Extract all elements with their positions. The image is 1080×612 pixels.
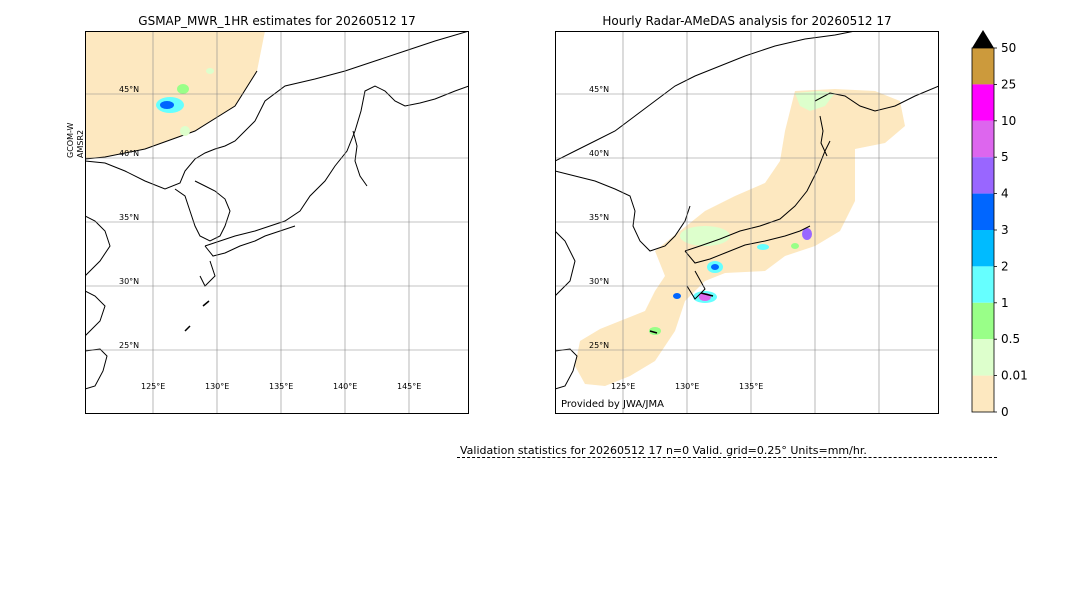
colorbar-segment bbox=[972, 375, 994, 412]
colorbar-segment bbox=[972, 48, 994, 85]
colorbar-segment bbox=[972, 193, 994, 230]
right-lat-label: 40°N bbox=[589, 149, 609, 158]
right-lon-label: 135°E bbox=[739, 382, 763, 391]
colorbar-extend-arrow bbox=[972, 30, 994, 48]
colorbar-segment bbox=[972, 230, 994, 267]
left-lat-label: 45°N bbox=[119, 85, 139, 94]
colorbar-label: 2 bbox=[1001, 259, 1009, 273]
left-lat-label: 40°N bbox=[119, 149, 139, 158]
colorbar-label: 1 bbox=[1001, 296, 1009, 310]
colorbar-label: 4 bbox=[1001, 187, 1009, 201]
right-lat-label: 35°N bbox=[589, 213, 609, 222]
colorbar-label: 0.01 bbox=[1001, 369, 1028, 383]
colorbar-label: 0 bbox=[1001, 405, 1009, 419]
left-lon-label: 145°E bbox=[397, 382, 421, 391]
left-rain-area bbox=[85, 31, 265, 159]
colorbar-label: 3 bbox=[1001, 223, 1009, 237]
colorbar-segment bbox=[972, 266, 994, 303]
colorbar-segment bbox=[972, 157, 994, 194]
validation-divider bbox=[457, 457, 997, 458]
right-lat-label: 25°N bbox=[589, 341, 609, 350]
right-lon-label: 125°E bbox=[611, 382, 635, 391]
sensor-label-gcomw: GCOM-W bbox=[66, 122, 75, 158]
left-lat-label: 25°N bbox=[119, 341, 139, 350]
left-lon-label: 140°E bbox=[333, 382, 357, 391]
colorbar-label: 5 bbox=[1001, 150, 1009, 164]
colorbar-segment bbox=[972, 120, 994, 158]
right-lat-label: 30°N bbox=[589, 277, 609, 286]
left-lat-label: 30°N bbox=[119, 277, 139, 286]
sensor-label-amsr2: AMSR2 bbox=[76, 129, 85, 158]
colorbar-label: 25 bbox=[1001, 77, 1016, 91]
left-lat-label: 35°N bbox=[119, 213, 139, 222]
validation-statistics: Validation statistics for 20260512 17 n=… bbox=[460, 444, 867, 457]
colorbar-label: 10 bbox=[1001, 114, 1016, 128]
colorbar-label: 50 bbox=[1001, 41, 1016, 55]
colorbar-segment bbox=[972, 302, 994, 340]
right-coverage-area bbox=[575, 89, 905, 386]
right-map: 45°N 40°N 35°N 30°N 25°N 125°E 130°E 135… bbox=[555, 31, 939, 414]
left-lon-label: 125°E bbox=[141, 382, 165, 391]
left-lon-label: 130°E bbox=[205, 382, 229, 391]
colorbar: 50 25 10 5 4 3 2 1 0.5 0.01 0 bbox=[971, 30, 1028, 419]
right-lon-label: 130°E bbox=[675, 382, 699, 391]
right-lat-label: 45°N bbox=[589, 85, 609, 94]
colorbar-segment bbox=[972, 84, 994, 121]
right-map-title: Hourly Radar-AMeDAS analysis for 2026051… bbox=[602, 14, 892, 28]
colorbar-label: 0.5 bbox=[1001, 332, 1020, 346]
left-lon-label: 135°E bbox=[269, 382, 293, 391]
left-map: 45°N 40°N 35°N 30°N 25°N 125°E 130°E 135… bbox=[85, 31, 469, 414]
left-map-title: GSMAP_MWR_1HR estimates for 20260512 17 bbox=[138, 14, 416, 28]
colorbar-segment bbox=[972, 339, 994, 376]
data-credit: Provided by JWA/JMA bbox=[561, 399, 664, 410]
